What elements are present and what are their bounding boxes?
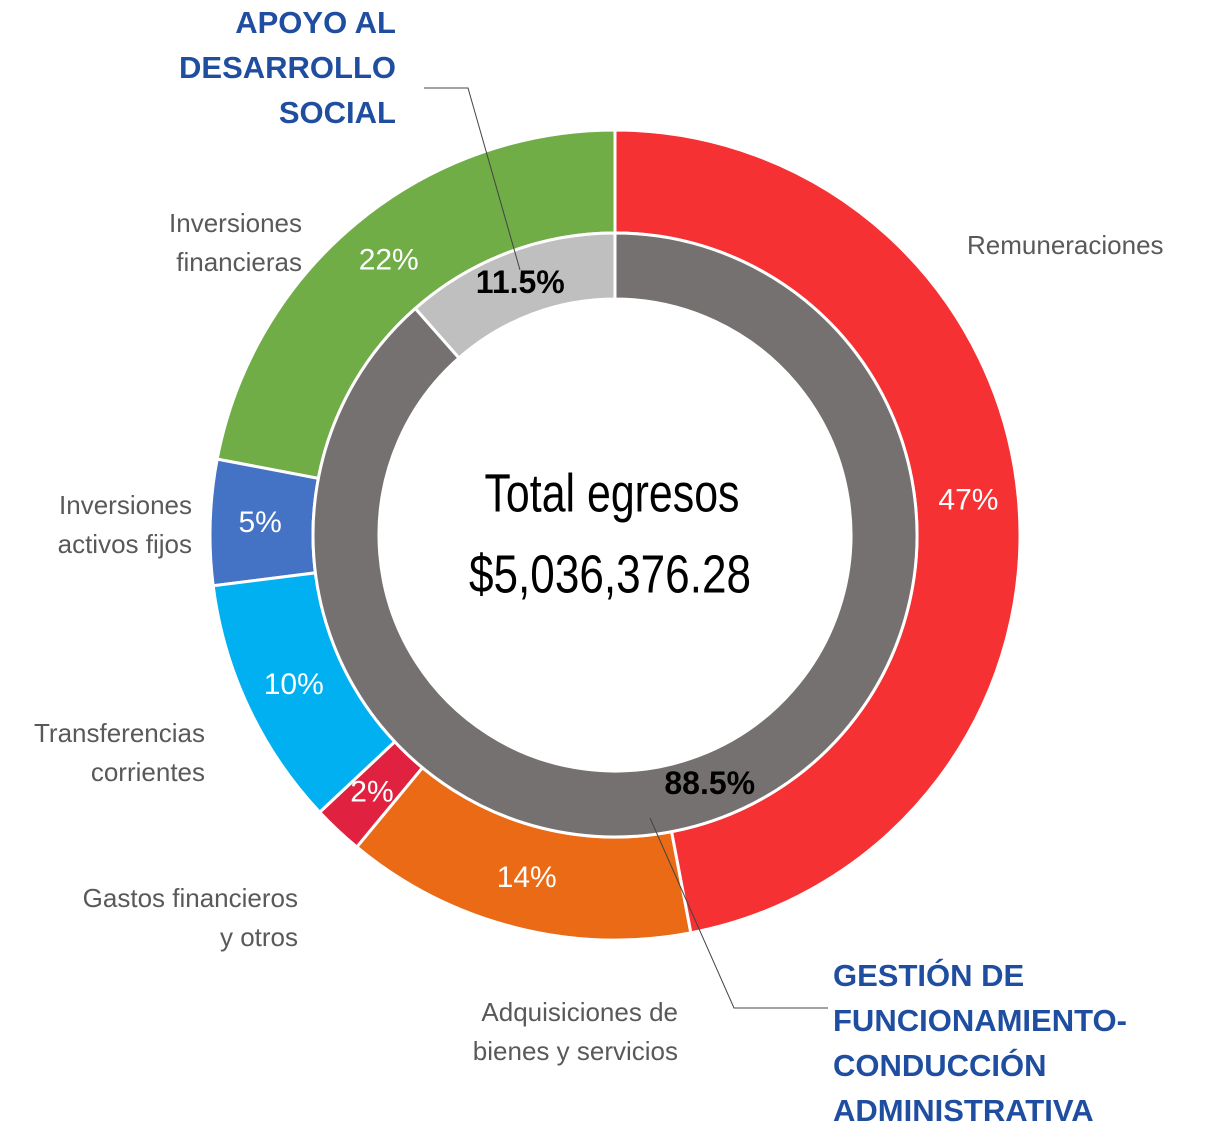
value-label: 5%: [238, 506, 281, 539]
center-title: Total egresos: [485, 463, 740, 523]
value-label: 88.5%: [664, 765, 755, 801]
leader-line: [649, 817, 828, 1009]
category-label: GESTIÓN DE FUNCIONAMIENTO- CONDUCCIÓN AD…: [833, 958, 1127, 1128]
value-label: 2%: [350, 776, 393, 809]
category-label: Adquisiciones de bienes y servicios: [472, 997, 678, 1066]
value-label: 47%: [938, 484, 998, 517]
value-label: 14%: [497, 861, 557, 894]
category-label: Inversiones activos fijos: [57, 490, 192, 559]
category-label: Inversiones financieras: [169, 208, 302, 277]
category-label: Gastos financieros y otros: [82, 883, 298, 952]
value-label: 10%: [264, 668, 324, 701]
value-label: 22%: [359, 243, 419, 276]
category-label: APOYO AL DESARROLLO SOCIAL: [179, 5, 396, 130]
category-label: Transferencias corrientes: [34, 718, 205, 787]
slice: [311, 231, 919, 839]
center-value: $5,036,376.28: [469, 544, 751, 604]
value-label: 11.5%: [476, 264, 565, 300]
category-label: Remuneraciones: [967, 230, 1164, 260]
leader-line: [424, 87, 521, 271]
